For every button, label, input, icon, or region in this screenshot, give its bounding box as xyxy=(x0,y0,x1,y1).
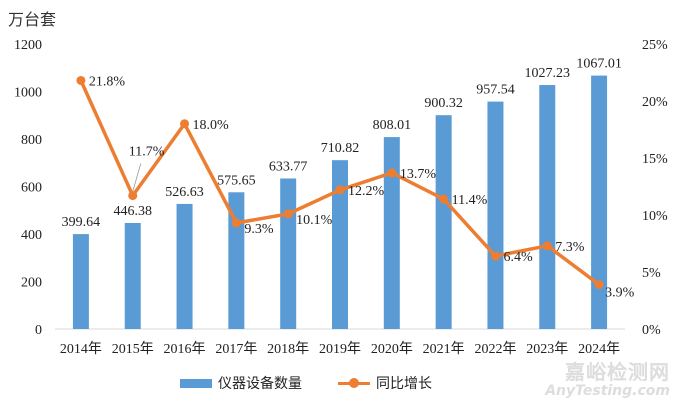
x-axis-tick: 2016年 xyxy=(164,341,206,357)
line-data-label: 12.2% xyxy=(348,184,385,199)
line-data-label: 9.3% xyxy=(244,222,274,237)
line-data-label: 3.9% xyxy=(605,286,635,301)
bar-data-label: 575.65 xyxy=(217,173,256,188)
bar-data-label: 710.82 xyxy=(321,141,360,156)
right-axis-tick: 25% xyxy=(642,38,668,53)
bar xyxy=(487,101,504,329)
line-data-label: 18.0% xyxy=(193,118,230,133)
bar-data-label: 900.32 xyxy=(424,96,463,111)
line-point xyxy=(490,251,500,261)
bar xyxy=(280,178,297,329)
line-point xyxy=(128,191,138,201)
x-axis-tick: 2022年 xyxy=(474,341,516,357)
label-leader-line xyxy=(132,163,142,192)
legend-line-label: 同比增长 xyxy=(376,376,432,392)
bar xyxy=(539,85,556,330)
line-data-label: 13.7% xyxy=(400,167,437,182)
x-axis-tick: 2020年 xyxy=(371,341,413,357)
watermark-logo: 嘉峪检测网 AnyTesting.com xyxy=(545,360,670,399)
bar xyxy=(332,160,348,329)
bar-data-label: 633.77 xyxy=(269,159,308,174)
x-axis-tick: 2021年 xyxy=(423,341,465,357)
bar-data-label: 808.01 xyxy=(373,118,412,133)
right-axis-tick: 15% xyxy=(642,152,668,167)
bar-data-label: 526.63 xyxy=(165,185,204,200)
bar xyxy=(72,234,89,329)
bar xyxy=(435,115,452,329)
right-axis-tick: 20% xyxy=(642,95,668,110)
bar-data-label: 1067.01 xyxy=(576,57,622,72)
bar-data-label: 1027.23 xyxy=(525,66,571,81)
x-axis-tick: 2024年 xyxy=(578,341,620,357)
left-axis-tick: 0 xyxy=(35,323,42,338)
left-axis-tick: 200 xyxy=(21,276,42,291)
right-axis-tick: 0% xyxy=(642,323,661,338)
x-axis-tick: 2018年 xyxy=(267,341,309,357)
legend-bar-label: 仪器设备数量 xyxy=(218,376,302,392)
line-point xyxy=(542,241,552,251)
line-point xyxy=(594,280,604,290)
line-data-label: 11.7% xyxy=(129,145,165,160)
bar xyxy=(176,203,193,329)
line-point xyxy=(387,168,397,178)
bar-data-label: 957.54 xyxy=(476,83,515,98)
bar xyxy=(124,222,141,329)
line-point xyxy=(180,119,190,129)
right-axis-tick: 10% xyxy=(642,209,668,224)
line-data-label: 21.8% xyxy=(89,74,126,89)
x-axis-tick: 2015年 xyxy=(112,341,154,357)
right-axis-tick: 5% xyxy=(642,266,661,281)
line-point xyxy=(439,194,449,204)
left-axis-tick: 600 xyxy=(21,181,42,196)
x-axis-tick: 2014年 xyxy=(60,341,102,357)
line-point xyxy=(283,209,293,219)
left-axis-tick: 400 xyxy=(21,228,42,243)
bar xyxy=(228,192,245,329)
legend-bar-swatch xyxy=(180,378,212,388)
line-data-label: 7.3% xyxy=(555,240,585,255)
legend-line-swatch xyxy=(338,377,370,388)
left-axis-tick: 1000 xyxy=(14,86,42,101)
line-data-label: 11.4% xyxy=(452,193,488,208)
line-data-label: 6.4% xyxy=(503,250,533,265)
line-data-label: 10.1% xyxy=(296,213,333,228)
line-point xyxy=(76,75,86,85)
left-axis-tick: 800 xyxy=(21,133,42,148)
x-axis-tick: 2023年 xyxy=(526,341,568,357)
line-point xyxy=(335,185,345,195)
left-axis-unit: 万台套 xyxy=(8,10,57,29)
bar-data-label: 446.38 xyxy=(113,204,152,219)
x-axis-tick: 2017年 xyxy=(215,341,257,357)
legend: 仪器设备数量 同比增长 xyxy=(180,373,432,393)
x-axis-tick: 2019年 xyxy=(319,341,361,357)
bar xyxy=(383,137,400,329)
bar-data-label: 399.64 xyxy=(62,215,101,230)
bar xyxy=(591,75,608,329)
line-point xyxy=(231,218,241,228)
left-axis-tick: 1200 xyxy=(14,38,42,53)
